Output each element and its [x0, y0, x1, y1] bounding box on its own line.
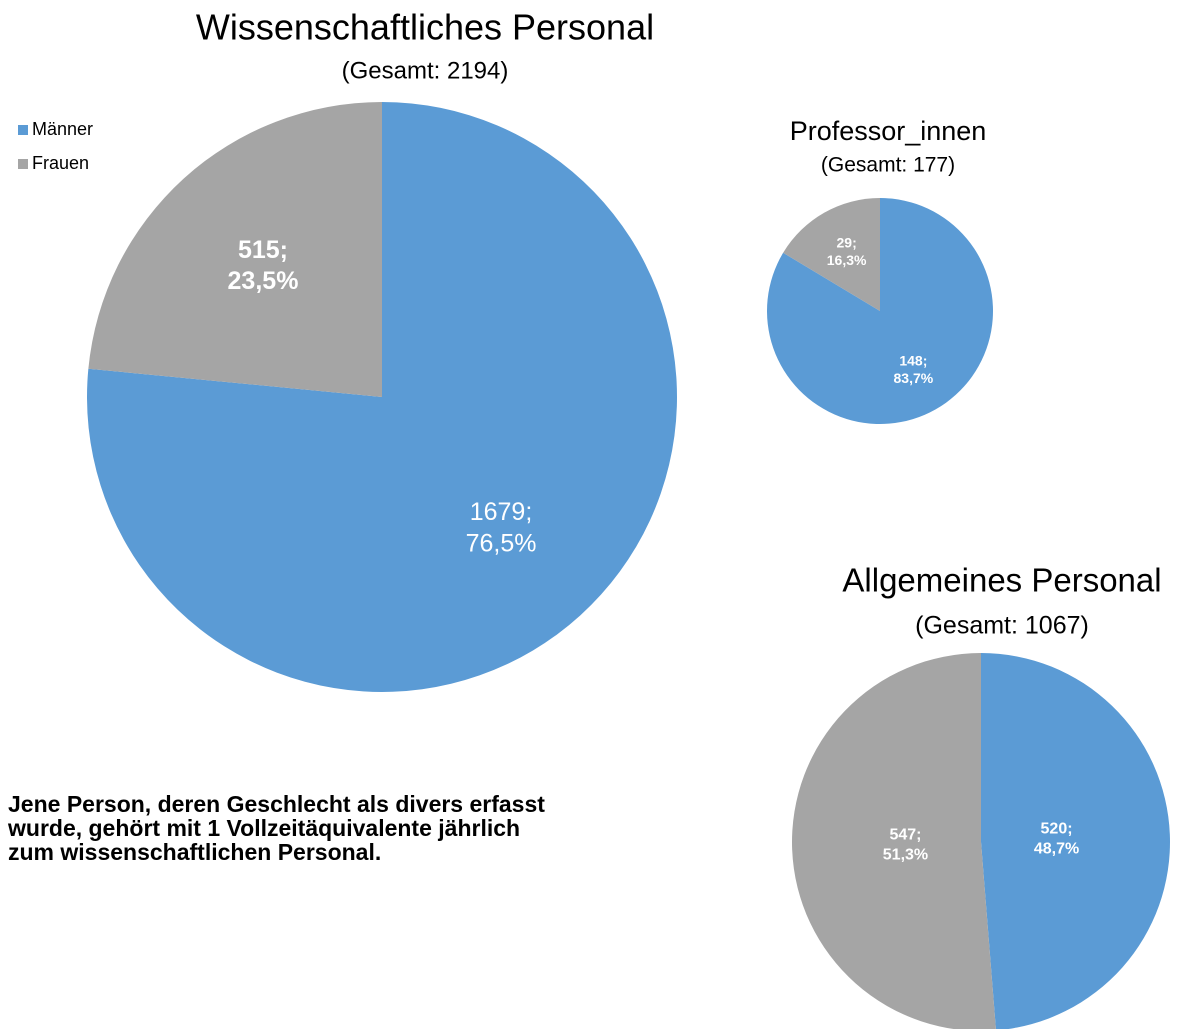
data-label-line: 76,5%	[466, 529, 537, 557]
data-label-line: 520;	[1041, 821, 1073, 838]
legend-label: Frauen	[32, 153, 89, 173]
pie-slice	[88, 102, 383, 397]
chart-title: Wissenschaftliches Personal	[196, 7, 654, 48]
pie-slice	[87, 102, 678, 693]
data-label-line: 48,7%	[1034, 841, 1079, 858]
pie-slice	[791, 653, 996, 1029]
data-label: 1679; 76,5%	[466, 498, 537, 557]
data-label-line: 83,7%	[894, 370, 934, 386]
legend-swatch	[18, 159, 28, 169]
chart-title: Allgemeines Personal	[842, 562, 1161, 599]
chart-subtitle: (Gesamt: 177)	[821, 154, 955, 177]
data-label-line: 515;	[238, 236, 288, 264]
chart-subtitle: (Gesamt: 1067)	[915, 612, 1089, 640]
pie-slice	[981, 653, 1170, 1029]
data-label-line: 23,5%	[228, 267, 299, 295]
data-label: 148; 83,7%	[894, 352, 934, 386]
data-label: 547; 51,3%	[883, 827, 928, 864]
data-label: 520; 48,7%	[1034, 821, 1079, 858]
data-label-line: 148;	[899, 352, 927, 368]
data-label-line: 1679;	[470, 498, 533, 526]
annotation: Jene Person, deren Geschlecht als divers…	[8, 791, 545, 865]
chart-subtitle: (Gesamt: 2194)	[342, 57, 509, 84]
legend-label: Männer	[32, 119, 93, 139]
data-label-line: 547;	[889, 827, 921, 844]
data-label-line: 16,3%	[827, 252, 867, 268]
chart-title: Professor_innen	[790, 116, 987, 146]
data-label: 29; 16,3%	[827, 234, 867, 267]
data-label: 515; 23,5%	[228, 236, 299, 295]
data-label-line: 51,3%	[883, 847, 928, 864]
data-label-line: 29;	[837, 234, 857, 250]
pie-slice	[783, 198, 880, 311]
legend-swatch	[18, 125, 28, 135]
